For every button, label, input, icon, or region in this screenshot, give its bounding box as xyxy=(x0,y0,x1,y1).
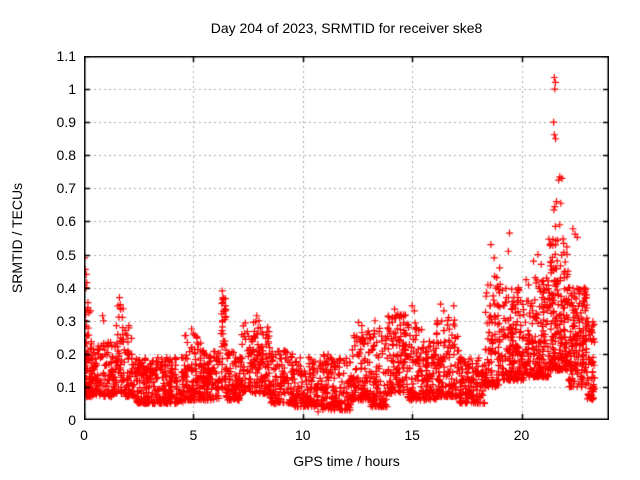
y-tick-label: 1 xyxy=(68,81,76,98)
y-tick-label: 0.7 xyxy=(56,180,76,197)
y-tick-label: 0 xyxy=(68,412,76,428)
chart-title: Day 204 of 2023, SRMTID for receiver ske… xyxy=(210,20,483,36)
x-axis-label: GPS time / hours xyxy=(293,453,400,469)
plot-area xyxy=(84,56,609,420)
x-tick-label: 5 xyxy=(189,427,198,443)
y-axis-label: SRMTID / TECUs xyxy=(9,182,25,294)
y-tick-label: 0.2 xyxy=(56,345,76,362)
y-tick-label: 0.9 xyxy=(56,114,76,131)
x-tick-label: 10 xyxy=(294,427,311,443)
y-tick-label: 0.8 xyxy=(56,147,76,164)
x-tick-label: 20 xyxy=(513,427,530,443)
y-tick-label: 0.4 xyxy=(56,279,76,296)
x-tick-label: 15 xyxy=(404,427,420,443)
y-tick-label: 0.3 xyxy=(56,312,76,329)
y-tick-label: 1.1 xyxy=(56,48,76,64)
y-tick-label: 0.5 xyxy=(56,246,76,263)
y-tick-label: 0.1 xyxy=(56,378,76,395)
x-tick-label: 0 xyxy=(80,427,88,443)
y-tick-label: 0.6 xyxy=(56,213,76,230)
